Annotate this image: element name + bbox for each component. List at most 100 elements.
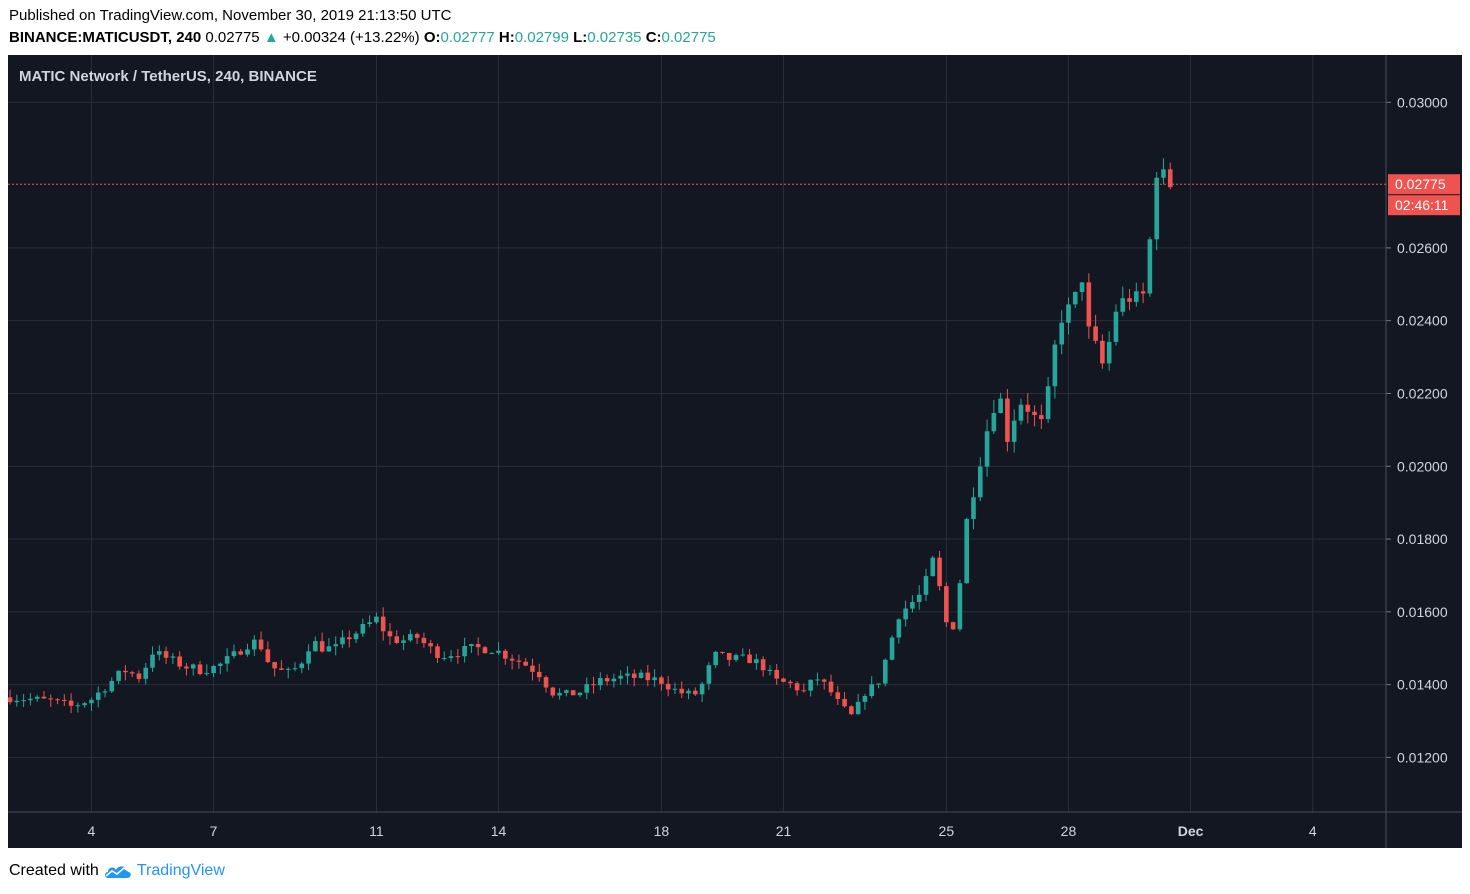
candle-body bbox=[801, 690, 807, 692]
candle-body bbox=[1045, 386, 1051, 420]
candle-body bbox=[435, 646, 440, 659]
candle-body bbox=[1018, 404, 1024, 421]
candle-body bbox=[89, 699, 94, 704]
candle-body bbox=[279, 668, 284, 670]
candle-body bbox=[849, 706, 854, 715]
candle-body bbox=[1039, 415, 1044, 420]
x-tick-label: 7 bbox=[210, 823, 218, 839]
candle-body bbox=[1059, 322, 1064, 345]
candlestick-chart[interactable]: 0.03000 0.02600 0.02400 0.02200 0.02000 0.018… bbox=[8, 55, 1462, 848]
candle-body bbox=[421, 637, 427, 644]
candle-body bbox=[285, 668, 291, 670]
candle-body bbox=[733, 655, 739, 660]
candle-body bbox=[319, 641, 325, 652]
candle-body bbox=[754, 659, 759, 664]
candle-body bbox=[258, 639, 264, 650]
candle-body bbox=[577, 692, 583, 696]
candle-body bbox=[543, 677, 549, 688]
price-change: +0.00324 (+13.22%) bbox=[282, 29, 420, 46]
open-value: 0.02777 bbox=[440, 29, 495, 46]
candle-body bbox=[686, 690, 691, 694]
y-tick-label: 0.01400 bbox=[1397, 677, 1448, 693]
candle-body bbox=[509, 658, 515, 661]
x-tick-label: 18 bbox=[654, 823, 670, 839]
x-tick-label: Dec bbox=[1178, 823, 1204, 839]
candle-body bbox=[394, 636, 400, 643]
candle-body bbox=[1100, 340, 1105, 364]
created-with-text: Created with bbox=[9, 862, 99, 879]
candle-body bbox=[28, 698, 33, 701]
x-tick-label: 21 bbox=[776, 823, 792, 839]
candle-body bbox=[1011, 420, 1017, 442]
x-tick-label: 28 bbox=[1061, 823, 1077, 839]
up-arrow-icon: ▲ bbox=[263, 29, 279, 46]
candle-body bbox=[862, 695, 868, 702]
candle-body bbox=[625, 673, 630, 676]
candle-body bbox=[211, 665, 216, 674]
candles-group bbox=[8, 158, 1173, 716]
candle-body bbox=[957, 583, 963, 630]
candle-body bbox=[1167, 169, 1173, 188]
candle-body bbox=[550, 687, 556, 696]
chart-title: MATIC Network / TetherUS, 240, BINANCE bbox=[19, 68, 317, 85]
candle-body bbox=[1106, 341, 1112, 364]
candle-body bbox=[448, 656, 454, 658]
candle-body bbox=[102, 691, 108, 693]
candle-body bbox=[1120, 298, 1126, 312]
candle-body bbox=[129, 672, 135, 674]
candle-body bbox=[815, 679, 820, 681]
candle-body bbox=[265, 649, 271, 663]
close-value: 0.02775 bbox=[661, 29, 716, 46]
candle-body bbox=[1147, 239, 1153, 294]
candle-body bbox=[401, 640, 406, 643]
candle-body bbox=[218, 663, 223, 666]
candle-body bbox=[503, 650, 508, 659]
candle-body bbox=[889, 637, 895, 660]
candle-body bbox=[557, 692, 562, 696]
candle-body bbox=[794, 683, 800, 691]
candle-body bbox=[380, 616, 386, 632]
candle-body bbox=[313, 641, 318, 652]
candle-body bbox=[516, 660, 522, 662]
candle-body bbox=[1113, 311, 1119, 342]
candle-body bbox=[136, 673, 142, 679]
candle-body bbox=[523, 661, 528, 666]
candle-body bbox=[706, 665, 712, 684]
candle-body bbox=[55, 699, 60, 701]
candle-body bbox=[157, 651, 162, 655]
x-tick-label: 25 bbox=[939, 823, 955, 839]
candle-body bbox=[489, 652, 495, 654]
x-tick-label: 14 bbox=[491, 823, 507, 839]
y-tick-label: 0.03000 bbox=[1397, 94, 1448, 110]
candle-body bbox=[787, 681, 793, 684]
candle-body bbox=[1127, 298, 1132, 302]
candle-body bbox=[251, 639, 257, 650]
candle-body bbox=[414, 634, 420, 638]
y-tick-label: 0.02200 bbox=[1397, 385, 1448, 401]
candle-body bbox=[333, 644, 339, 647]
candle-body bbox=[570, 690, 576, 696]
x-tick-label: 4 bbox=[88, 823, 96, 839]
candle-body bbox=[631, 673, 637, 678]
candle-body bbox=[977, 466, 983, 498]
candle-body bbox=[177, 656, 182, 667]
symbol-line: BINANCE:MATICUSDT, 240 0.02775 ▲ +0.0032… bbox=[9, 29, 716, 46]
candle-body bbox=[21, 700, 26, 702]
candle-body bbox=[964, 519, 969, 584]
low-label: L: bbox=[573, 29, 588, 46]
candle-body bbox=[672, 688, 678, 690]
candle-body bbox=[760, 659, 766, 671]
tradingview-brand[interactable]: TradingView bbox=[136, 862, 225, 879]
candle-body bbox=[536, 671, 542, 678]
candle-body bbox=[95, 692, 101, 700]
candle-body bbox=[652, 677, 657, 681]
candle-body bbox=[306, 651, 311, 664]
chart-panel[interactable]: 0.03000 0.02600 0.02400 0.02200 0.02000 0.018… bbox=[8, 55, 1462, 848]
candle-body bbox=[821, 679, 827, 682]
low-value: 0.02735 bbox=[587, 29, 642, 46]
candle-body bbox=[374, 616, 379, 623]
candle-body bbox=[326, 646, 332, 652]
candle-body bbox=[48, 698, 54, 700]
candle-body bbox=[882, 659, 888, 684]
candle-body bbox=[740, 654, 746, 656]
